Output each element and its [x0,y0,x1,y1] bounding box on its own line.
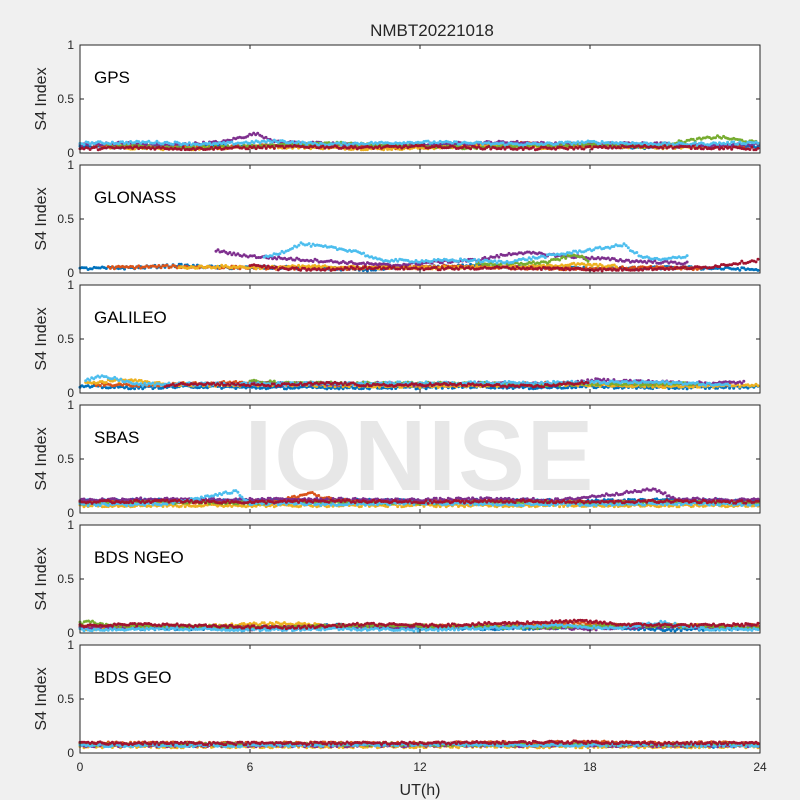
data-point [218,266,222,270]
data-point [362,251,366,255]
data-point [626,246,630,250]
data-point [434,266,438,269]
data-point [390,148,394,151]
y-axis-label: S4 Index [33,187,50,250]
data-point [756,268,760,272]
data-point [730,147,734,151]
data-point [133,387,137,391]
data-point [454,140,458,144]
data-point [732,140,736,144]
data-point [256,131,260,135]
data-point [327,266,331,270]
data-point [104,381,108,384]
data-point [693,141,697,145]
data-point [669,265,673,269]
data-point [586,259,590,263]
data-point [750,145,754,149]
data-point [416,146,420,150]
data-point [98,384,102,388]
axes-background [80,285,760,393]
data-point [529,257,533,261]
data-point [728,386,732,390]
data-point [250,133,254,137]
y-tick-label: 1 [67,158,74,172]
y-tick-label: 0.5 [57,212,74,226]
data-point [226,144,230,148]
figure-title: NMBT20221018 [370,21,494,40]
data-point [738,261,742,265]
data-point [469,147,473,151]
data-point [685,254,689,258]
data-point [264,135,268,139]
data-point [661,146,665,150]
data-point [543,256,547,260]
data-point [242,143,246,147]
data-point [272,146,276,150]
y-tick-label: 1 [67,38,74,52]
data-point [531,145,535,149]
data-point [297,243,301,247]
data-point [635,251,639,254]
data-point [756,146,760,150]
data-point [655,141,659,145]
data-point [738,268,742,272]
data-point [339,143,343,147]
data-point [202,144,205,148]
axes-background [80,45,760,153]
data-point [685,260,689,264]
data-point [748,148,752,151]
data-point [254,133,258,137]
data-point [515,139,519,143]
data-point [487,145,491,148]
data-point [667,267,671,271]
data-point [756,257,760,261]
data-point [278,252,282,256]
data-point [94,145,98,149]
data-point [582,256,586,259]
data-point [309,244,313,248]
data-point [756,141,760,145]
data-point [252,131,256,135]
data-point [457,259,460,263]
panel-label: GPS [94,68,130,87]
data-point [588,144,592,148]
data-point [513,267,517,271]
data-point [689,147,693,151]
data-point [691,144,695,148]
data-point [274,265,278,269]
data-point [307,242,311,246]
data-point [291,246,294,250]
data-point [756,384,760,388]
data-point [382,148,386,152]
data-point [187,141,191,145]
y-tick-label: 0.5 [57,92,74,106]
panel-label: GLONASS [94,188,176,207]
y-axis-label: S4 Index [33,67,50,130]
data-point [497,255,501,259]
data-point [754,260,758,264]
data-point [157,264,161,267]
data-point [624,244,628,248]
data-point [473,257,477,261]
data-point [564,256,568,260]
data-point [171,142,175,146]
data-point [262,144,266,148]
data-point [378,265,381,269]
data-point [493,259,497,263]
data-point [216,248,220,252]
data-point [127,142,131,146]
data-point [165,263,169,267]
data-point [736,142,740,146]
data-point [260,134,264,138]
data-point [402,267,406,271]
axes-background [80,165,760,273]
data-point [82,143,86,146]
data-point [246,134,250,138]
